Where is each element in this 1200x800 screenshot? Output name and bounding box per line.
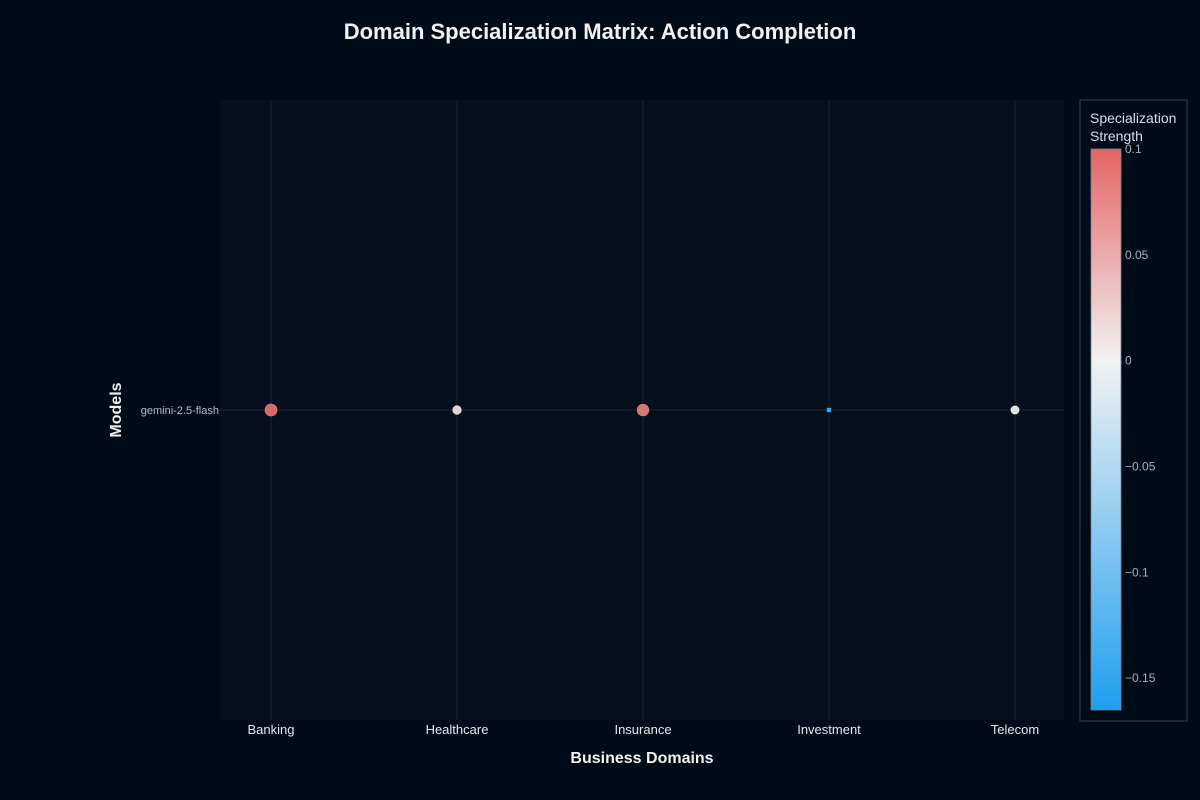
colorbar-tick-label: 0.05 (1125, 248, 1149, 262)
data-points (264, 403, 1020, 417)
x-tick-label: Banking (248, 722, 295, 737)
colorbar: Specialization Strength 0.1 0.05 0 −0.05 −0.… (1079, 99, 1188, 722)
x-tick-label: Telecom (991, 722, 1039, 737)
data-point (826, 407, 832, 413)
colorbar-gradient (1090, 148, 1122, 711)
colorbar-tick-label: −0.1 (1125, 565, 1149, 579)
data-point (264, 403, 278, 417)
chart-title: Domain Specialization Matrix: Action Com… (344, 19, 857, 44)
colorbar-tick-labels: 0.1 0.05 0 −0.05 −0.1 −0.15 (1125, 142, 1156, 685)
data-point (452, 405, 462, 415)
y-tick-labels: gemini-2.5-flash (141, 405, 219, 417)
y-axis-title: Models (108, 382, 125, 437)
colorbar-tick-label: −0.15 (1125, 671, 1156, 685)
colorbar-title-line2: Strength (1090, 128, 1143, 144)
x-tick-label: Healthcare (426, 722, 489, 737)
colorbar-tick-label: 0 (1125, 354, 1132, 368)
colorbar-tick-label: −0.05 (1125, 460, 1156, 474)
y-tick-label: gemini-2.5-flash (141, 405, 219, 417)
x-tick-label: Investment (797, 722, 861, 737)
x-axis-title: Business Domains (570, 750, 713, 767)
data-point (636, 403, 650, 417)
x-tick-label: Insurance (614, 722, 671, 737)
colorbar-title-line1: Specialization (1090, 110, 1176, 126)
colorbar-tick-label: 0.1 (1125, 142, 1142, 156)
x-tick-labels: Banking Healthcare Insurance Investment Tele… (248, 722, 1040, 737)
colorbar-frame (1079, 99, 1188, 722)
data-point (1010, 405, 1020, 415)
